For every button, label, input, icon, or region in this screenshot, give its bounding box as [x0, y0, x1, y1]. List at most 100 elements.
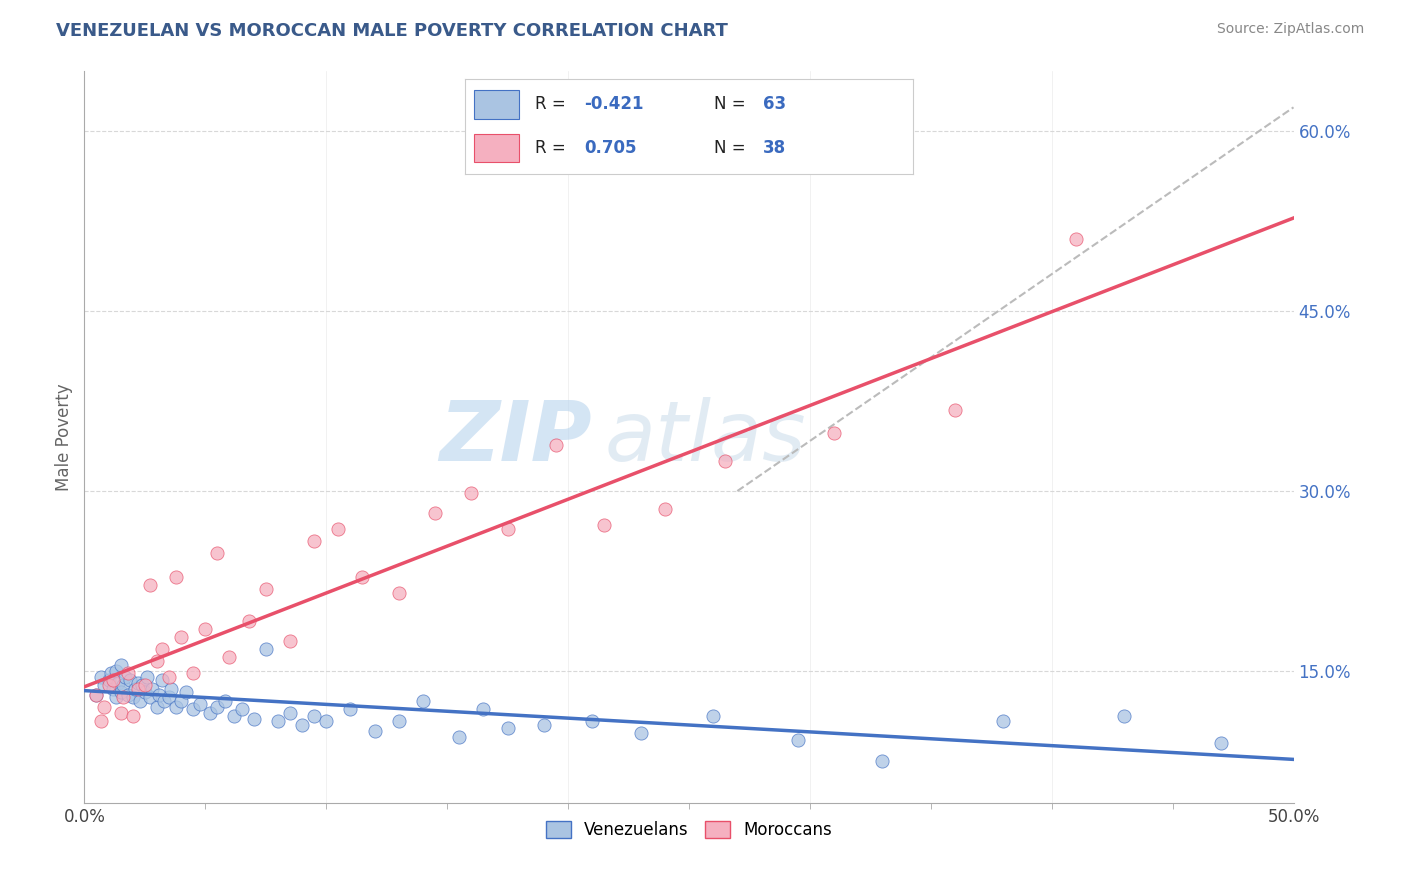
- Point: [103, 673, 125, 688]
- Point: [412, 694, 434, 708]
- Point: [181, 702, 204, 716]
- Point: [90, 670, 112, 684]
- Point: [117, 688, 139, 702]
- Point: [120, 673, 142, 688]
- Point: [943, 402, 966, 417]
- Point: [153, 694, 176, 708]
- Point: [160, 681, 183, 696]
- Point: [328, 523, 350, 537]
- Point: [141, 681, 163, 696]
- Point: [714, 454, 737, 468]
- Point: [1064, 232, 1087, 246]
- Text: Source: ZipAtlas.com: Source: ZipAtlas.com: [1216, 22, 1364, 37]
- Point: [112, 690, 135, 705]
- Point: [165, 699, 187, 714]
- Point: [127, 681, 149, 696]
- Point: [110, 657, 132, 672]
- Point: [150, 642, 173, 657]
- Point: [138, 577, 160, 591]
- Point: [315, 714, 337, 729]
- Point: [823, 426, 845, 441]
- Point: [302, 534, 325, 549]
- Point: [146, 654, 169, 668]
- Point: [242, 712, 264, 726]
- Point: [218, 649, 240, 664]
- Point: [702, 709, 724, 723]
- Point: [134, 678, 156, 692]
- Point: [786, 733, 808, 747]
- Point: [1209, 736, 1232, 750]
- Point: [97, 673, 120, 688]
- Text: VENEZUELAN VS MOROCCAN MALE POVERTY CORRELATION CHART: VENEZUELAN VS MOROCCAN MALE POVERTY CORR…: [56, 22, 728, 40]
- Point: [127, 676, 149, 690]
- Point: [103, 681, 125, 696]
- Point: [136, 670, 159, 684]
- Point: [278, 706, 301, 720]
- Point: [90, 714, 112, 729]
- Point: [388, 586, 411, 600]
- Point: [104, 664, 127, 678]
- Point: [138, 690, 160, 705]
- Point: [654, 502, 676, 516]
- Point: [148, 688, 170, 702]
- Point: [449, 730, 471, 744]
- Point: [278, 634, 301, 648]
- Point: [165, 570, 187, 584]
- Point: [93, 699, 115, 714]
- Point: [254, 582, 277, 597]
- Point: [104, 690, 127, 705]
- Point: [254, 642, 277, 657]
- Point: [174, 685, 197, 699]
- Point: [302, 709, 325, 723]
- Point: [423, 506, 446, 520]
- Point: [496, 722, 519, 736]
- Point: [630, 726, 652, 740]
- Point: [581, 714, 603, 729]
- Point: [460, 486, 482, 500]
- Point: [1114, 709, 1136, 723]
- Point: [131, 678, 153, 692]
- Point: [134, 685, 156, 699]
- Point: [224, 709, 246, 723]
- Point: [352, 570, 374, 584]
- Point: [533, 718, 555, 732]
- Point: [112, 678, 135, 692]
- Point: [114, 670, 136, 684]
- Point: [121, 709, 143, 723]
- Point: [170, 630, 193, 644]
- Point: [472, 702, 495, 716]
- Point: [194, 622, 217, 636]
- Point: [150, 673, 173, 688]
- Point: [157, 690, 180, 705]
- Point: [238, 614, 260, 628]
- Point: [291, 718, 314, 732]
- Point: [129, 694, 152, 708]
- Y-axis label: Male Poverty: Male Poverty: [55, 384, 73, 491]
- Point: [388, 714, 411, 729]
- Point: [214, 694, 236, 708]
- Point: [207, 699, 229, 714]
- Point: [207, 546, 229, 560]
- Point: [146, 699, 169, 714]
- Point: [170, 694, 193, 708]
- Point: [544, 438, 567, 452]
- Point: [181, 666, 204, 681]
- Point: [363, 723, 385, 738]
- Point: [124, 681, 146, 696]
- Point: [97, 678, 120, 692]
- Point: [86, 688, 108, 702]
- Point: [231, 702, 253, 716]
- Text: ZIP: ZIP: [440, 397, 592, 477]
- Point: [267, 714, 290, 729]
- Point: [100, 666, 122, 681]
- Text: atlas: atlas: [605, 397, 806, 477]
- Point: [593, 517, 616, 532]
- Point: [121, 690, 143, 705]
- Point: [86, 688, 108, 702]
- Point: [110, 706, 132, 720]
- Legend: Venezuelans, Moroccans: Venezuelans, Moroccans: [538, 814, 839, 846]
- Point: [117, 666, 139, 681]
- Point: [872, 754, 894, 768]
- Point: [190, 698, 212, 712]
- Point: [107, 676, 129, 690]
